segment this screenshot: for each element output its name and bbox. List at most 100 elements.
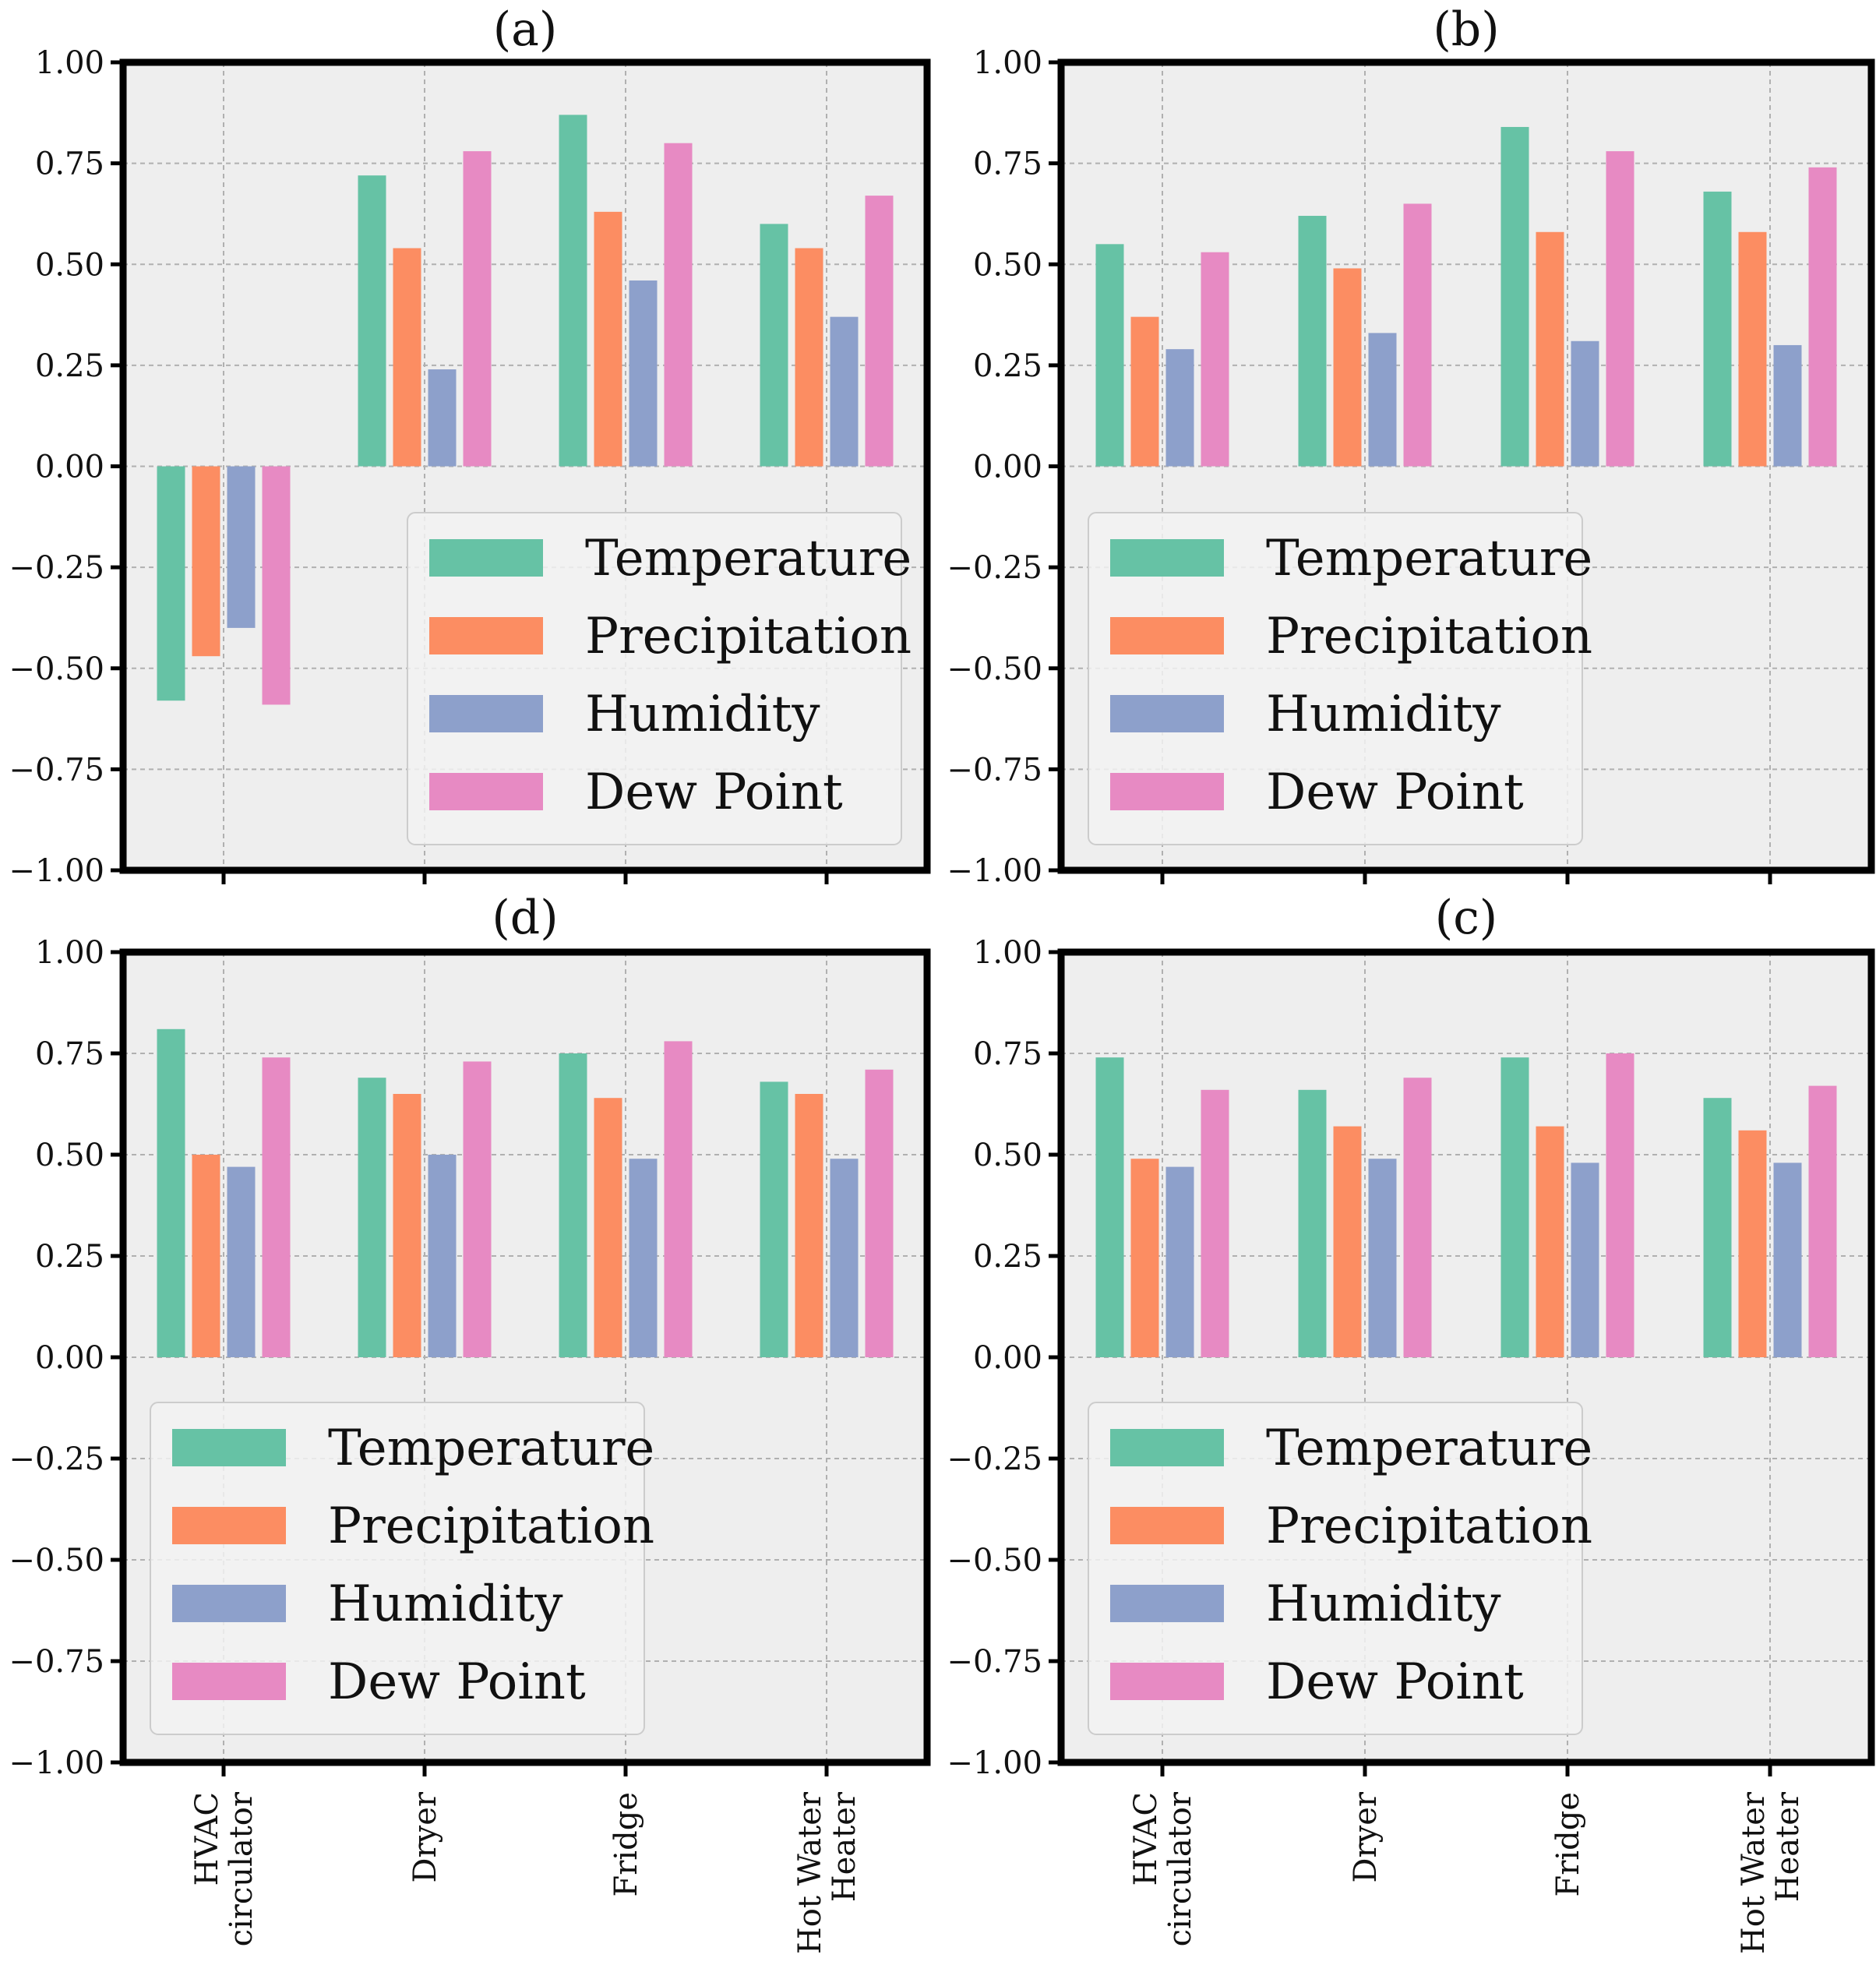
bar-humidity-hvac-circulator <box>227 466 256 628</box>
bar-dew-point-dryer <box>1403 203 1432 467</box>
legend-swatch-precipitation <box>1110 617 1224 654</box>
x-tick-label-dryer: Dryer <box>1348 1791 1384 1882</box>
y-tick-label: 0.75 <box>973 146 1042 182</box>
y-tick-label: −1.00 <box>9 853 104 889</box>
bar-temperature-dryer <box>1298 1089 1327 1357</box>
bar-precipitation-hvac-circulator <box>192 1155 220 1357</box>
x-tick-label-line: Hot Water <box>792 1791 828 1954</box>
bar-humidity-fridge <box>1571 1162 1599 1357</box>
bar-humidity-hot-water-heater <box>1773 1162 1802 1357</box>
legend-label-temperature: Temperature <box>1266 1420 1592 1477</box>
legend-label-humidity: Humidity <box>328 1575 563 1633</box>
y-tick-label: 0.00 <box>973 1340 1042 1376</box>
legend-label-precipitation: Precipitation <box>328 1498 654 1555</box>
bar-precipitation-hot-water-heater <box>795 248 823 467</box>
bar-temperature-dryer <box>1298 216 1327 467</box>
y-tick-label: 1.00 <box>35 45 104 81</box>
y-tick-label: −1.00 <box>947 1745 1042 1781</box>
bar-dew-point-hot-water-heater <box>865 1069 894 1357</box>
y-tick-label: 0.25 <box>35 1239 104 1275</box>
y-tick-label: 0.25 <box>35 348 104 384</box>
bar-temperature-fridge <box>1500 126 1529 467</box>
y-tick-label: 0.75 <box>35 146 104 182</box>
bar-precipitation-hvac-circulator <box>1130 1159 1159 1357</box>
legend-label-dew-point: Dew Point <box>1266 1653 1524 1711</box>
x-tick-label-line: Dryer <box>407 1791 443 1882</box>
bar-precipitation-dryer <box>393 1094 421 1357</box>
x-tick-label-dryer: Dryer <box>407 1791 443 1882</box>
legend-label-dew-point: Dew Point <box>328 1653 586 1711</box>
bar-temperature-fridge <box>559 1053 587 1357</box>
y-tick-label: −0.75 <box>9 752 104 788</box>
x-tick-label-line: Hot Water <box>1736 1791 1772 1954</box>
bar-temperature-fridge <box>1500 1057 1529 1357</box>
bar-precipitation-dryer <box>393 248 421 467</box>
bar-humidity-fridge <box>629 1159 658 1357</box>
y-tick-label: 0.50 <box>35 247 104 283</box>
y-tick-label: −0.25 <box>9 550 104 586</box>
bar-humidity-hvac-circulator <box>1165 349 1194 467</box>
bar-humidity-hot-water-heater <box>1773 344 1802 467</box>
legend-box <box>150 1402 645 1735</box>
x-tick-label-line: HVAC <box>189 1792 225 1886</box>
bar-temperature-hot-water-heater <box>760 224 788 467</box>
bar-precipitation-hvac-circulator <box>1130 316 1159 467</box>
bar-dew-point-hot-water-heater <box>1808 1085 1837 1357</box>
legend-swatch-precipitation <box>172 1507 286 1544</box>
legend-label-dew-point: Dew Point <box>1266 764 1524 821</box>
y-tick-label: 0.25 <box>973 1239 1042 1275</box>
bar-temperature-hvac-circulator <box>1095 244 1124 467</box>
y-tick-label: −0.25 <box>947 1441 1042 1477</box>
bar-humidity-hot-water-heater <box>830 1159 859 1357</box>
bar-precipitation-hot-water-heater <box>1738 231 1767 467</box>
y-tick-label: −1.00 <box>9 1745 104 1781</box>
bar-dew-point-hvac-circulator <box>262 1057 291 1357</box>
x-tick-label-line: HVAC <box>1128 1792 1164 1886</box>
bar-humidity-dryer <box>1368 333 1397 467</box>
legend-swatch-humidity <box>172 1585 286 1622</box>
y-tick-label: 1.00 <box>35 935 104 971</box>
legend-label-humidity: Humidity <box>1266 1575 1501 1633</box>
x-tick-label-line: Fridge <box>1550 1792 1586 1897</box>
y-tick-label: −0.50 <box>9 1543 104 1579</box>
bar-temperature-dryer <box>358 1078 386 1357</box>
x-tick-label-line: Heater <box>827 1791 862 1902</box>
bar-dew-point-hvac-circulator <box>1201 1089 1229 1357</box>
y-tick-label: 0.00 <box>973 450 1042 485</box>
bar-precipitation-fridge <box>1536 231 1564 467</box>
x-tick-label-hot-water-heater: Hot WaterHeater <box>792 1791 862 1954</box>
bar-humidity-dryer <box>428 369 457 467</box>
y-tick-label: −0.25 <box>9 1441 104 1477</box>
bar-humidity-hvac-circulator <box>227 1166 256 1357</box>
panel-title: (b) <box>1433 2 1499 57</box>
bar-humidity-dryer <box>1368 1159 1397 1357</box>
legend-swatch-humidity <box>1110 695 1224 732</box>
legend-swatch-temperature <box>1110 1429 1224 1466</box>
legend-swatch-humidity <box>1110 1585 1224 1622</box>
y-tick-label: 0.50 <box>973 1138 1042 1173</box>
bar-precipitation-dryer <box>1333 1126 1362 1357</box>
bar-temperature-hot-water-heater <box>1703 191 1732 467</box>
bar-dew-point-hot-water-heater <box>1808 167 1837 467</box>
y-tick-label: 1.00 <box>973 935 1042 971</box>
bar-temperature-hvac-circulator <box>157 466 185 701</box>
bar-temperature-hvac-circulator <box>1095 1057 1124 1357</box>
panel-title: (a) <box>493 2 558 57</box>
x-tick-label-hot-water-heater: Hot WaterHeater <box>1736 1791 1806 1954</box>
bar-dew-point-dryer <box>463 151 492 467</box>
legend-box <box>407 512 902 845</box>
legend-label-precipitation: Precipitation <box>1266 608 1592 665</box>
bar-precipitation-fridge <box>1536 1126 1564 1357</box>
bar-dew-point-fridge <box>1606 151 1634 467</box>
bar-precipitation-fridge <box>594 1098 622 1357</box>
bar-temperature-hot-water-heater <box>1703 1098 1732 1357</box>
legend-swatch-temperature <box>1110 539 1224 577</box>
y-tick-label: 0.50 <box>973 247 1042 283</box>
bar-humidity-fridge <box>1571 340 1599 467</box>
y-tick-label: 0.50 <box>35 1138 104 1173</box>
legend-swatch-precipitation <box>429 617 543 654</box>
legend-swatch-dew-point <box>172 1663 286 1700</box>
legend-swatch-precipitation <box>1110 1507 1224 1544</box>
y-tick-label: 0.00 <box>35 1340 104 1376</box>
